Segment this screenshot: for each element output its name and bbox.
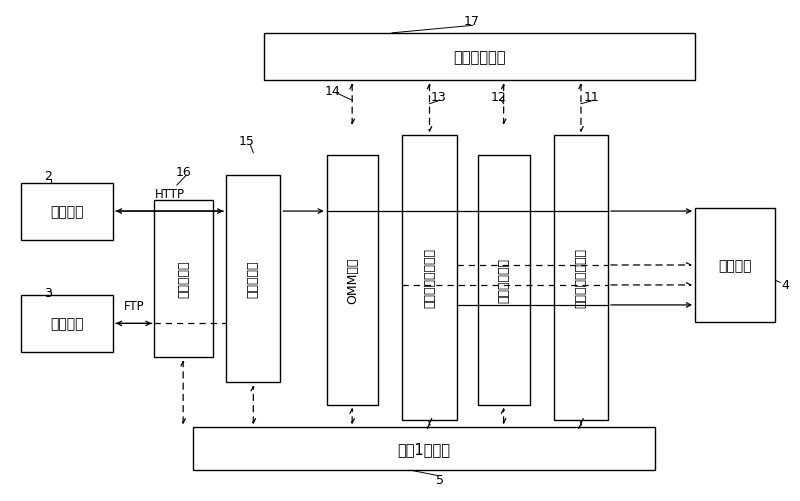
Text: 网管模块: 网管模块 [718, 259, 751, 273]
Text: HTTP: HTTP [154, 188, 185, 201]
Text: 计费模块: 计费模块 [50, 317, 84, 331]
Text: 接口子模块: 接口子模块 [247, 261, 260, 298]
Text: 17: 17 [464, 15, 480, 28]
Bar [22, 296, 113, 353]
Bar [193, 427, 655, 470]
Text: 彩信内容识别模块: 彩信内容识别模块 [423, 248, 436, 308]
Text: 13: 13 [430, 91, 446, 104]
Text: 彩信中心: 彩信中心 [50, 205, 84, 219]
Text: OMM模块: OMM模块 [346, 257, 359, 304]
Text: 5: 5 [436, 473, 444, 486]
Text: 支摙1子模块: 支摙1子模块 [398, 441, 450, 456]
Text: 14: 14 [324, 85, 340, 98]
Text: 统计报表模块: 统计报表模块 [498, 258, 510, 303]
Bar [22, 183, 113, 240]
Text: 3: 3 [44, 287, 51, 299]
Bar [554, 136, 608, 420]
Bar [695, 208, 774, 323]
Text: 4: 4 [781, 279, 789, 292]
Bar [226, 176, 281, 383]
Text: 数据库子模块: 数据库子模块 [454, 50, 506, 65]
Bar [478, 156, 530, 405]
Text: 话单子模块: 话单子模块 [177, 261, 190, 298]
Bar [154, 201, 213, 358]
Text: FTP: FTP [123, 300, 144, 313]
Text: 15: 15 [239, 134, 255, 147]
Bar [265, 34, 695, 81]
Text: 2: 2 [44, 169, 51, 182]
Bar [326, 156, 378, 405]
Text: 种子彩信注册模块: 种子彩信注册模块 [574, 248, 587, 308]
Bar [402, 136, 457, 420]
Text: 12: 12 [490, 91, 506, 104]
Text: 16: 16 [175, 165, 191, 178]
Text: 11: 11 [583, 91, 599, 104]
